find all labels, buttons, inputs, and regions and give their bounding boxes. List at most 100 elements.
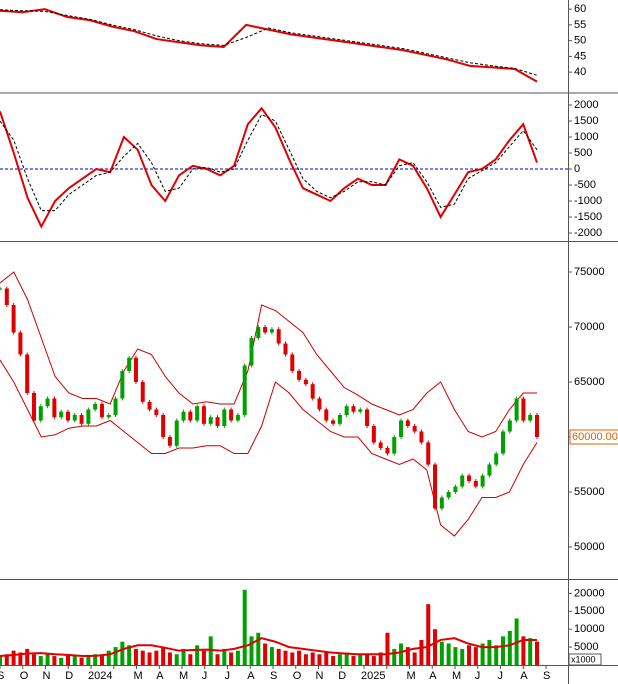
volume-bar [215, 654, 220, 665]
volume-bar [371, 656, 376, 665]
volume-bar [453, 647, 458, 665]
line-series [0, 271, 537, 438]
volume-bar [405, 647, 410, 665]
volume-bar [93, 654, 98, 665]
volume-bar [86, 656, 91, 665]
x-tick-label: O [20, 670, 29, 682]
y-tick-label: 15000 [574, 605, 605, 617]
volume-bar [426, 604, 431, 665]
volume-bar [120, 641, 125, 665]
volume-bar [4, 654, 9, 665]
volume-bar [507, 630, 512, 665]
y-tick-label: 55 [574, 19, 586, 31]
volume-bar [188, 654, 193, 665]
volume-bar [310, 652, 315, 665]
x-tick-label: J [202, 670, 208, 682]
y-tick-label: 1500 [574, 115, 598, 127]
volume-bar [229, 652, 234, 665]
volume-bar [59, 657, 64, 665]
x-tick-label: 2024 [88, 670, 112, 682]
x-tick-label: J [498, 670, 504, 682]
volume-bar [147, 652, 152, 665]
y-tick-label: 2000 [574, 99, 598, 111]
y-tick-label: 75000 [574, 266, 605, 278]
y-tick-label: 50 [574, 35, 586, 47]
y-tick-label: 1000 [574, 131, 598, 143]
volume-bar [18, 652, 23, 665]
volume-bar [344, 652, 349, 665]
y-tick-label: 10000 [574, 623, 605, 635]
y-tick-label: 40 [574, 66, 586, 78]
y-tick-label: 65000 [574, 376, 605, 388]
x-tick-label: 2025 [361, 670, 385, 682]
y-tick-label: -2000 [574, 227, 602, 239]
y-tick-label: 0 [574, 163, 580, 175]
volume-bar [161, 647, 166, 665]
volume-bar [385, 632, 390, 665]
y-tick-label: -500 [574, 179, 596, 191]
volume-bar [473, 647, 478, 665]
y-tick-label: 20000 [574, 587, 605, 599]
volume-bar [174, 654, 179, 665]
x-tick-label: A [520, 670, 528, 682]
volume-bar [52, 656, 57, 665]
line-series [0, 9, 538, 76]
volume-bar [324, 652, 329, 665]
volume-bar [392, 648, 397, 665]
line-series [0, 637, 537, 658]
volume-bar [235, 650, 240, 665]
volume-bar [521, 636, 526, 665]
volume-bar [303, 654, 308, 665]
x-tick-label: O [293, 670, 302, 682]
volume-bar [127, 645, 132, 665]
y-tick-label: -1000 [574, 195, 602, 207]
volume-bar [25, 648, 30, 665]
volume-bar [99, 656, 104, 665]
volume-bar [133, 648, 138, 665]
x-tick-label: S [270, 670, 277, 682]
volume-bar [412, 652, 417, 665]
volume-bar [249, 636, 254, 665]
volume-bar [72, 656, 77, 665]
volume-bar [439, 641, 444, 665]
volume-bar [331, 656, 336, 665]
volume-bar [201, 650, 206, 665]
x-tick-label: M [407, 670, 416, 682]
x-tick-label: J [475, 670, 481, 682]
line-series [0, 113, 538, 212]
volume-bar [167, 652, 172, 665]
volume-bar [283, 650, 288, 665]
volume-bar [290, 652, 295, 665]
volume-bar [263, 643, 268, 665]
volume-bar [535, 641, 539, 665]
unit-box [568, 653, 602, 666]
volume-bar [269, 647, 274, 665]
x-tick-label: A [156, 670, 164, 682]
volume-bar [79, 657, 84, 665]
x-tick-label: S [543, 670, 550, 682]
volume-bar [351, 656, 356, 665]
volume-bar [256, 632, 261, 665]
y-tick-label: -1500 [574, 211, 602, 223]
volume-bar [480, 643, 485, 665]
y-tick-label: 70000 [574, 321, 605, 333]
volume-bar [11, 650, 16, 665]
volume-bar [419, 639, 424, 665]
x-tick-label: S [0, 670, 4, 682]
volume-bar [181, 648, 186, 665]
volume-bar [195, 645, 200, 665]
x-tick-label: M [134, 670, 143, 682]
volume-bar [38, 656, 43, 665]
x-tick-label: N [316, 670, 324, 682]
volume-bar [113, 647, 118, 665]
volume-bar [276, 648, 281, 665]
x-tick-label: N [43, 670, 51, 682]
volume-bar [460, 648, 465, 665]
volume-bar [65, 654, 70, 665]
volume-bar [365, 654, 370, 665]
line-series [0, 8, 538, 83]
line-series [0, 359, 538, 537]
volume-bar [501, 636, 506, 665]
volume-bar [358, 654, 363, 665]
